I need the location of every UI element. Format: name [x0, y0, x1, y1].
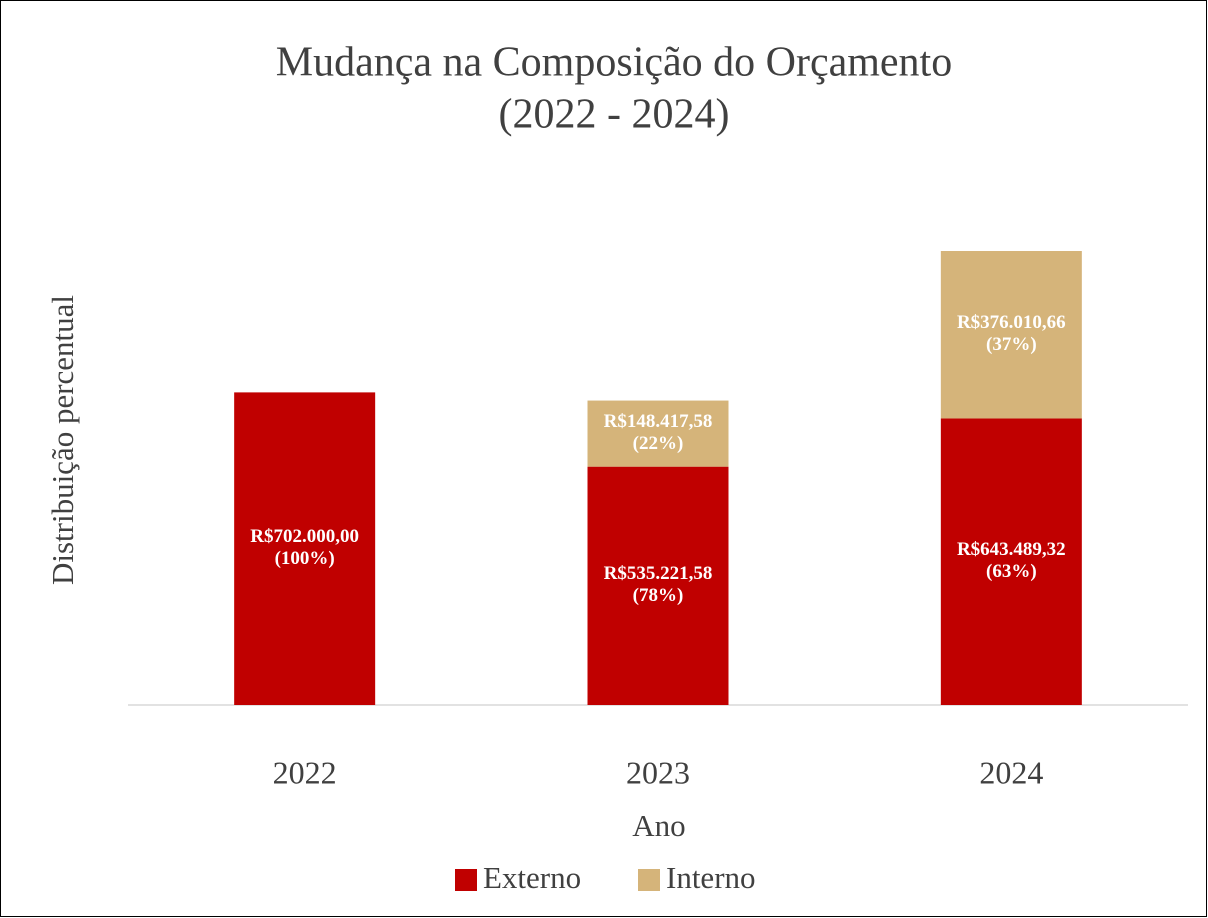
bar-segment — [587, 466, 729, 705]
legend-swatch — [638, 869, 660, 891]
legend-label: Externo — [483, 860, 581, 895]
x-tick-label: 2024 — [979, 754, 1043, 790]
data-label: R$702.000,00 — [250, 526, 359, 547]
data-label: R$535.221,58 — [604, 563, 713, 584]
data-label: R$376.010,66 — [957, 312, 1066, 333]
legend-swatch — [455, 869, 477, 891]
x-tick-label: 2022 — [273, 754, 337, 790]
data-label: R$643.489,32 — [957, 539, 1066, 560]
data-label: (22%) — [633, 433, 684, 454]
data-label: R$148.417,58 — [604, 411, 713, 432]
chart-title: Mudança na Composição do Orçamento — [276, 40, 952, 86]
chart-title: (2022 - 2024) — [499, 92, 730, 138]
y-axis-label: Distribuição percentual — [45, 295, 80, 585]
data-label: (37%) — [986, 334, 1037, 355]
data-label: (100%) — [275, 548, 335, 569]
x-tick-label: 2023 — [626, 754, 690, 790]
bar-segment — [234, 392, 376, 705]
x-axis-label: Ano — [632, 808, 685, 843]
bar-segment — [940, 251, 1082, 419]
bar-segment — [587, 400, 729, 467]
data-label: (78%) — [633, 585, 684, 606]
legend-label: Interno — [666, 860, 756, 895]
bar-segment — [940, 418, 1082, 705]
data-label: (63%) — [986, 561, 1037, 582]
